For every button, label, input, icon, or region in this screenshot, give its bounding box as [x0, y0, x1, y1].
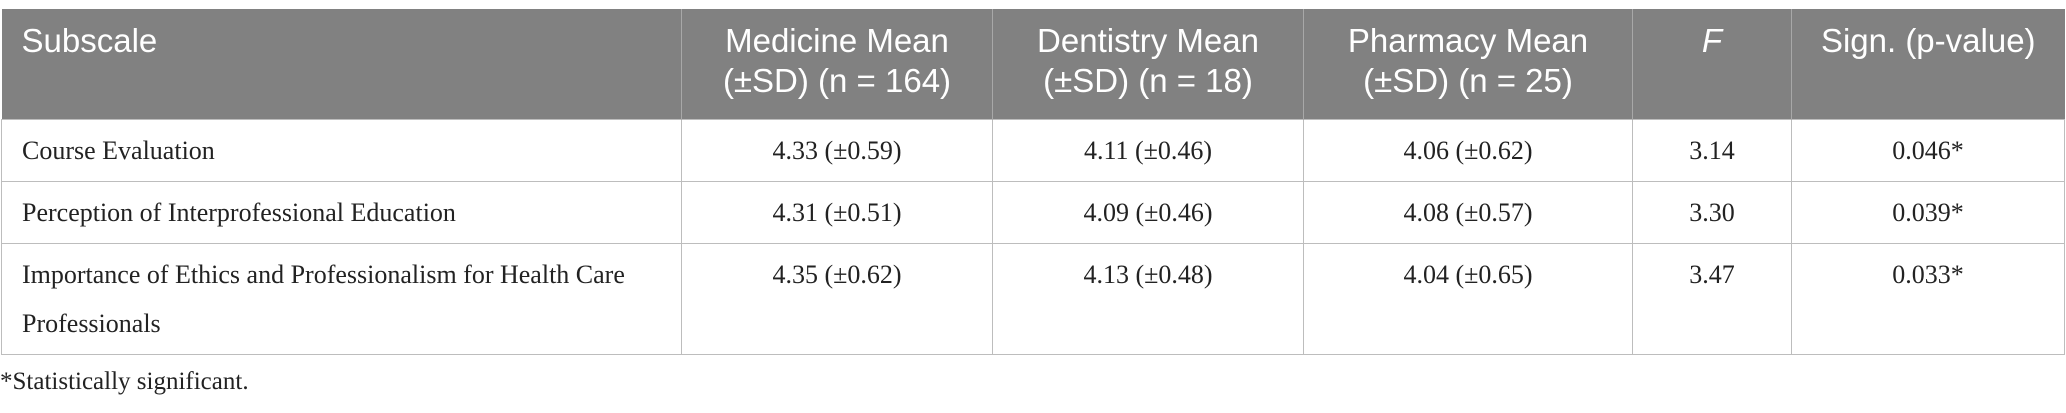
table-cell: 4.33 (±0.59): [681, 118, 993, 182]
header-row: Subscale Medicine Mean (±SD) (n = 164) Den…: [1, 9, 2065, 119]
header-cell: Pharmacy Mean (±SD) (n = 25): [1303, 9, 1633, 119]
header-cell: Subscale: [1, 9, 682, 119]
table-cell: Perception of Interprofessional Educatio…: [1, 180, 682, 244]
table-cell: 4.04 (±0.65): [1303, 242, 1633, 355]
table-cell: Course Evaluation: [1, 118, 682, 182]
table: Subscale Medicine Mean (±SD) (n = 164) Den…: [1, 9, 2065, 355]
table-cell: 0.046*: [1791, 118, 2065, 182]
table-cell: 0.039*: [1791, 180, 2065, 244]
table-cell: 4.08 (±0.57): [1303, 180, 1633, 244]
table-cell: 4.13 (±0.48): [992, 242, 1304, 355]
table-cell: 4.31 (±0.51): [681, 180, 993, 244]
footnote: *Statistically significant.: [0, 368, 249, 395]
table-cell: 3.14: [1632, 118, 1792, 182]
header-cell: F: [1632, 9, 1792, 119]
table-cell: 0.033*: [1791, 242, 2065, 355]
table-row: Course Evaluation 4.33 (±0.59) 4.11 (±0.46…: [1, 118, 2065, 182]
table-cell: Importance of Ethics and Professionalism…: [1, 242, 682, 355]
table-wrap: Subscale Medicine Mean (±SD) (n = 164) Den…: [1, 9, 2065, 355]
header-cell: Dentistry Mean (±SD) (n = 18): [992, 9, 1304, 119]
table-body: Course Evaluation 4.33 (±0.59) 4.11 (±0.46…: [1, 118, 2065, 355]
table-cell: 4.09 (±0.46): [992, 180, 1304, 244]
header-cell: Medicine Mean (±SD) (n = 164): [681, 9, 993, 119]
table-row: Importance of Ethics and Professionalism…: [1, 242, 2065, 355]
header-cell: Sign. (p-value): [1791, 9, 2065, 119]
table-cell: 4.06 (±0.62): [1303, 118, 1633, 182]
table-header: Subscale Medicine Mean (±SD) (n = 164) Den…: [1, 9, 2065, 119]
table-cell: 3.30: [1632, 180, 1792, 244]
table-row: Perception of Interprofessional Educatio…: [1, 180, 2065, 244]
table-cell: 4.11 (±0.46): [992, 118, 1304, 182]
table-cell: 4.35 (±0.62): [681, 242, 993, 355]
table-cell: 3.47: [1632, 242, 1792, 355]
